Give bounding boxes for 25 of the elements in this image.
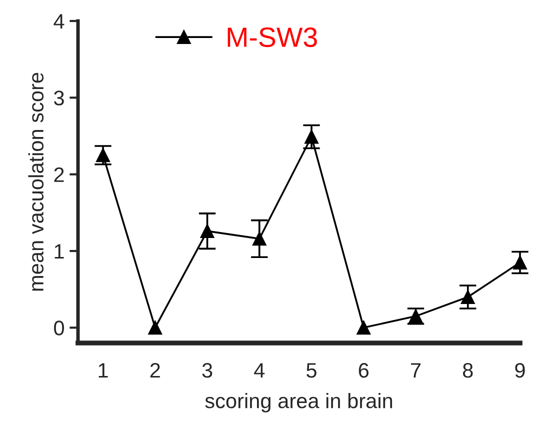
y-tick-label: 3 <box>54 90 64 106</box>
point <box>513 256 527 270</box>
y-tick-label: 0 <box>54 320 64 336</box>
x-tick-label: 2 <box>150 362 160 378</box>
y-tick-label: 1 <box>54 244 64 259</box>
x-tick-label: 4 <box>254 363 265 378</box>
x-tick-label: 1 <box>98 363 108 378</box>
point <box>96 148 110 162</box>
x-tick-label: 9 <box>515 362 525 378</box>
x-tick-label: 8 <box>462 362 473 378</box>
y-tick-label: 4 <box>54 14 64 29</box>
point <box>460 290 475 304</box>
point <box>148 320 162 335</box>
x-tick-label: 7 <box>411 363 420 378</box>
point <box>252 232 266 246</box>
y-axis-title: mean vacuolation score <box>28 72 44 291</box>
point <box>356 320 371 335</box>
x-axis-title: scoring area in brain <box>205 392 392 412</box>
point <box>200 224 214 238</box>
x-tick-label: 3 <box>202 362 212 378</box>
legend-label: M-SW3 <box>228 27 317 48</box>
y-tick-label: 2 <box>54 167 64 182</box>
x-tick-label: 6 <box>358 362 369 378</box>
x-tick-label: 5 <box>306 363 316 378</box>
point <box>304 130 318 144</box>
